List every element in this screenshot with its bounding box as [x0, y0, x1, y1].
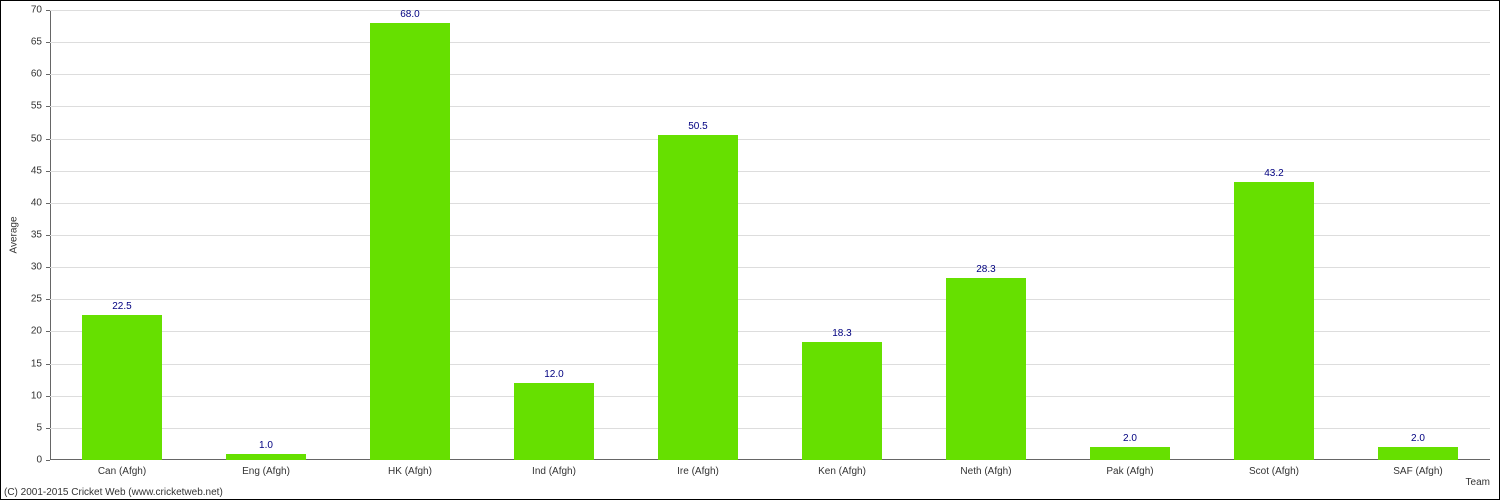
- x-tick-label: SAF (Afgh): [1393, 460, 1442, 477]
- bar-group: 2.0SAF (Afgh): [1346, 10, 1490, 460]
- bar-value-label: 1.0: [259, 440, 273, 454]
- bar-group: 18.3Ken (Afgh): [770, 10, 914, 460]
- copyright-text: (C) 2001-2015 Cricket Web (www.cricketwe…: [4, 487, 223, 498]
- y-tick-label: 70: [31, 5, 50, 16]
- y-tick-label: 55: [31, 101, 50, 112]
- plot-area: Average Team 051015202530354045505560657…: [50, 10, 1490, 460]
- bar-value-label: 22.5: [112, 301, 131, 315]
- bar-group: 50.5Ire (Afgh): [626, 10, 770, 460]
- bar: 68.0: [370, 23, 449, 460]
- bar-group: 68.0HK (Afgh): [338, 10, 482, 460]
- bar: 28.3: [946, 278, 1025, 460]
- bar-value-label: 18.3: [832, 328, 851, 342]
- y-axis-title: Average: [9, 216, 20, 253]
- y-tick-label: 0: [36, 455, 50, 466]
- x-tick-label: Can (Afgh): [98, 460, 146, 477]
- y-tick-label: 45: [31, 165, 50, 176]
- bar-value-label: 68.0: [400, 9, 419, 23]
- bar-value-label: 43.2: [1264, 168, 1283, 182]
- bar-value-label: 2.0: [1123, 433, 1137, 447]
- bar: 22.5: [82, 315, 161, 460]
- x-tick-label: Neth (Afgh): [960, 460, 1011, 477]
- y-tick-label: 60: [31, 69, 50, 80]
- y-tick-label: 10: [31, 390, 50, 401]
- bar-group: 2.0Pak (Afgh): [1058, 10, 1202, 460]
- x-tick-label: Eng (Afgh): [242, 460, 290, 477]
- bar-value-label: 50.5: [688, 121, 707, 135]
- bar: 2.0: [1090, 447, 1169, 460]
- y-tick-label: 15: [31, 358, 50, 369]
- bar: 50.5: [658, 135, 737, 460]
- bar: 43.2: [1234, 182, 1313, 460]
- x-tick-label: Pak (Afgh): [1106, 460, 1153, 477]
- bar-value-label: 12.0: [544, 369, 563, 383]
- y-tick-label: 30: [31, 262, 50, 273]
- x-axis-title: Team: [1466, 477, 1490, 488]
- bar-group: 28.3Neth (Afgh): [914, 10, 1058, 460]
- bar-value-label: 28.3: [976, 264, 995, 278]
- x-tick-label: Ind (Afgh): [532, 460, 576, 477]
- bar-group: 43.2Scot (Afgh): [1202, 10, 1346, 460]
- y-tick-label: 35: [31, 230, 50, 241]
- y-tick-label: 20: [31, 326, 50, 337]
- y-tick-label: 25: [31, 294, 50, 305]
- x-tick-label: Ire (Afgh): [677, 460, 719, 477]
- bar-group: 12.0Ind (Afgh): [482, 10, 626, 460]
- y-tick-label: 65: [31, 37, 50, 48]
- bar-group: 1.0Eng (Afgh): [194, 10, 338, 460]
- y-tick-label: 5: [36, 422, 50, 433]
- y-tick-label: 40: [31, 197, 50, 208]
- bar-group: 22.5Can (Afgh): [50, 10, 194, 460]
- bar: 2.0: [1378, 447, 1457, 460]
- y-tick-label: 50: [31, 133, 50, 144]
- x-tick-label: Ken (Afgh): [818, 460, 866, 477]
- bar: 18.3: [802, 342, 881, 460]
- x-tick-label: HK (Afgh): [388, 460, 432, 477]
- x-tick-label: Scot (Afgh): [1249, 460, 1299, 477]
- bar-value-label: 2.0: [1411, 433, 1425, 447]
- bar: 12.0: [514, 383, 593, 460]
